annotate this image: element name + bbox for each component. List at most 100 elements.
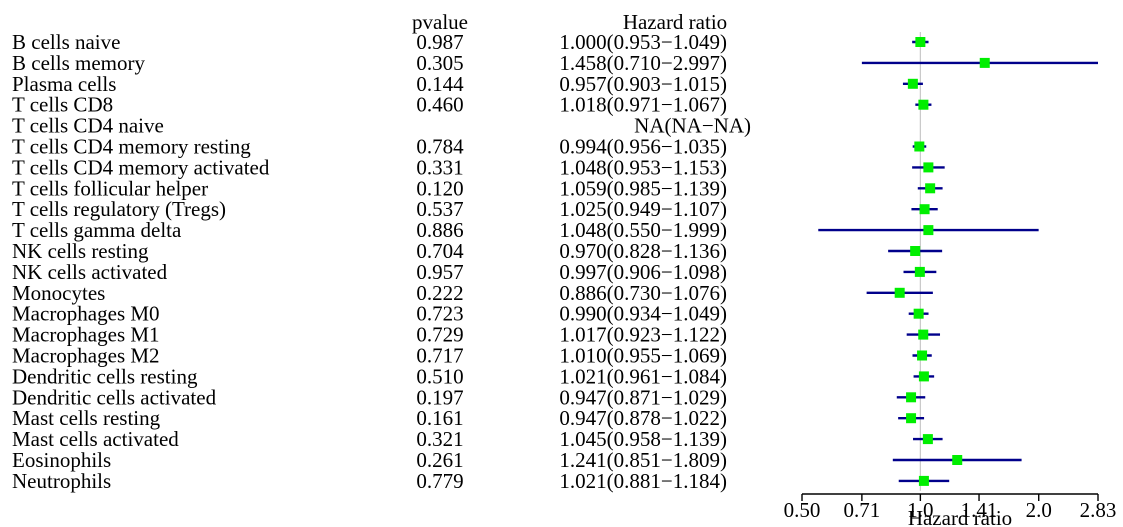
row-hazard-ratio-text: 1.017(0.923−1.122) — [559, 323, 727, 347]
hr-point — [907, 78, 918, 89]
row-label: B cells naive — [12, 30, 120, 54]
hr-point — [910, 246, 921, 256]
x-axis-label: Hazard ratio — [908, 506, 1012, 527]
row-hazard-ratio-text: 1.059(0.985−1.139) — [559, 176, 727, 200]
row-pvalue: 0.460 — [416, 93, 463, 117]
row-label: T cells gamma delta — [12, 218, 182, 242]
x-tick-label: 2.0 — [1026, 498, 1052, 522]
hr-point — [925, 183, 936, 194]
hr-point — [894, 287, 905, 298]
row-label: Mast cells activated — [12, 427, 179, 451]
row-pvalue: 0.717 — [416, 344, 463, 368]
row-hazard-ratio-text: 0.947(0.878−1.022) — [559, 406, 727, 430]
row-label: Macrophages M2 — [12, 344, 160, 368]
forest-row: Neutrophils 0.779 1.021(0.881−1.184) — [12, 469, 727, 493]
forest-row: Macrophages M0 0.723 0.990(0.934−1.049) — [12, 302, 727, 326]
row-hazard-ratio-text: 1.241(0.851−1.809) — [559, 448, 727, 472]
row-label: Monocytes — [12, 281, 105, 305]
hr-point — [923, 162, 934, 173]
x-tick-label: 0.50 — [784, 498, 821, 522]
x-axis: 0.50 0.71 1.0 1.41 2.0 2.83 — [784, 493, 1117, 522]
row-hazard-ratio-text: 1.021(0.961−1.084) — [559, 364, 727, 388]
row-hazard-ratio-text: 0.990(0.934−1.049) — [559, 302, 727, 326]
row-label: T cells CD4 memory resting — [12, 135, 251, 159]
row-hazard-ratio-text: 1.010(0.955−1.069) — [559, 344, 727, 368]
row-label: NK cells activated — [12, 260, 168, 284]
forest-row: Macrophages M1 0.729 1.017(0.923−1.122) — [12, 323, 727, 347]
row-label: B cells memory — [12, 51, 145, 75]
forest-row: Mast cells resting 0.161 0.947(0.878−1.022… — [12, 406, 727, 430]
hr-point — [913, 308, 924, 319]
row-label: Macrophages M0 — [12, 302, 160, 326]
row-pvalue: 0.161 — [416, 406, 463, 430]
forest-row: T cells gamma delta 0.886 1.048(0.550−1.99… — [12, 218, 727, 242]
forest-row: Macrophages M2 0.717 1.010(0.955−1.069) — [12, 344, 727, 368]
row-hazard-ratio-text: 1.021(0.881−1.184) — [559, 469, 727, 493]
row-pvalue: 0.261 — [416, 448, 463, 472]
pvalue-column-header: pvalue — [412, 10, 468, 34]
forest-row: T cells CD4 memory activated 0.331 1.048(0… — [12, 155, 727, 179]
hr-point — [918, 371, 929, 382]
row-label: T cells CD4 memory activated — [12, 155, 270, 179]
hr-point — [918, 475, 929, 486]
row-hazard-ratio-text: 0.997(0.906−1.098) — [559, 260, 727, 284]
row-pvalue: 0.779 — [416, 469, 463, 493]
forest-row: T cells CD4 naive NA(NA−NA) — [12, 114, 751, 138]
row-pvalue: 0.331 — [416, 155, 463, 179]
hr-point — [917, 350, 928, 361]
forest-row: Monocytes 0.222 0.886(0.730−1.076) — [12, 281, 727, 305]
hr-point — [915, 37, 926, 47]
row-label: NK cells resting — [12, 239, 149, 263]
hr-point — [906, 413, 917, 424]
hr-point — [922, 434, 933, 445]
hazard-ratio-column-header: Hazard ratio — [623, 10, 727, 34]
row-hazard-ratio-text: 0.994(0.956−1.035) — [559, 135, 727, 159]
forest-row: B cells memory 0.305 1.458(0.710−2.997) — [12, 51, 727, 75]
row-pvalue: 0.305 — [416, 51, 463, 75]
row-pvalue: 0.222 — [416, 281, 463, 305]
row-hazard-ratio-text: 1.048(0.550−1.999) — [559, 218, 727, 242]
row-hazard-ratio-text: 1.018(0.971−1.067) — [559, 93, 727, 117]
hr-point — [952, 455, 963, 465]
forest-row: Dendritic cells resting 0.510 1.021(0.961−… — [12, 364, 727, 388]
plot-area — [818, 32, 1098, 491]
x-tick-label: 2.83 — [1080, 498, 1117, 522]
forest-row: T cells regulatory (Tregs) 0.537 1.025(0.9… — [12, 197, 727, 221]
hr-point — [918, 329, 929, 340]
hr-point — [918, 99, 929, 110]
hr-point — [914, 266, 925, 277]
row-label: Eosinophils — [12, 448, 111, 472]
row-label: Dendritic cells activated — [12, 385, 217, 409]
row-hazard-ratio-text: 1.000(0.953−1.049) — [559, 30, 727, 54]
forest-row: Dendritic cells activated 0.197 0.947(0.87… — [12, 385, 727, 409]
row-pvalue: 0.197 — [416, 385, 463, 409]
row-hazard-ratio-text: 0.947(0.871−1.029) — [559, 385, 727, 409]
forest-row: T cells CD4 memory resting 0.784 0.994(0.9… — [12, 135, 727, 159]
forest-row: Plasma cells 0.144 0.957(0.903−1.015) — [12, 72, 727, 96]
row-hazard-ratio-text: NA(NA−NA) — [634, 114, 751, 138]
row-pvalue: 0.321 — [416, 427, 463, 451]
row-hazard-ratio-text: 1.048(0.953−1.153) — [559, 155, 727, 179]
row-label: T cells CD4 naive — [12, 114, 164, 138]
row-label: Mast cells resting — [12, 406, 161, 430]
x-tick-label: 1.41 — [961, 498, 998, 522]
forest-row: Eosinophils 0.261 1.241(0.851−1.809) — [12, 448, 727, 472]
row-hazard-ratio-text: 1.045(0.958−1.139) — [559, 427, 727, 451]
hr-point — [923, 225, 934, 236]
forest-row: T cells follicular helper 0.120 1.059(0.98… — [12, 176, 727, 200]
row-pvalue: 0.729 — [416, 323, 463, 347]
forest-row: NK cells activated 0.957 0.997(0.906−1.098… — [12, 260, 727, 284]
hr-point — [919, 204, 930, 215]
row-hazard-ratio-text: 0.957(0.903−1.015) — [559, 72, 727, 96]
row-pvalue: 0.510 — [416, 364, 463, 388]
row-hazard-ratio-text: 1.458(0.710−2.997) — [559, 51, 727, 75]
forest-row: T cells CD8 0.460 1.018(0.971−1.067) — [12, 93, 727, 117]
rows-layer: B cells naive 0.987 1.000(0.953−1.049)B ce… — [12, 30, 751, 493]
row-label: Dendritic cells resting — [12, 364, 198, 388]
hr-point — [906, 392, 917, 403]
row-label: Macrophages M1 — [12, 323, 160, 347]
row-pvalue: 0.120 — [416, 176, 463, 200]
x-tick-label: 0.71 — [844, 498, 881, 522]
row-pvalue: 0.957 — [416, 260, 463, 284]
